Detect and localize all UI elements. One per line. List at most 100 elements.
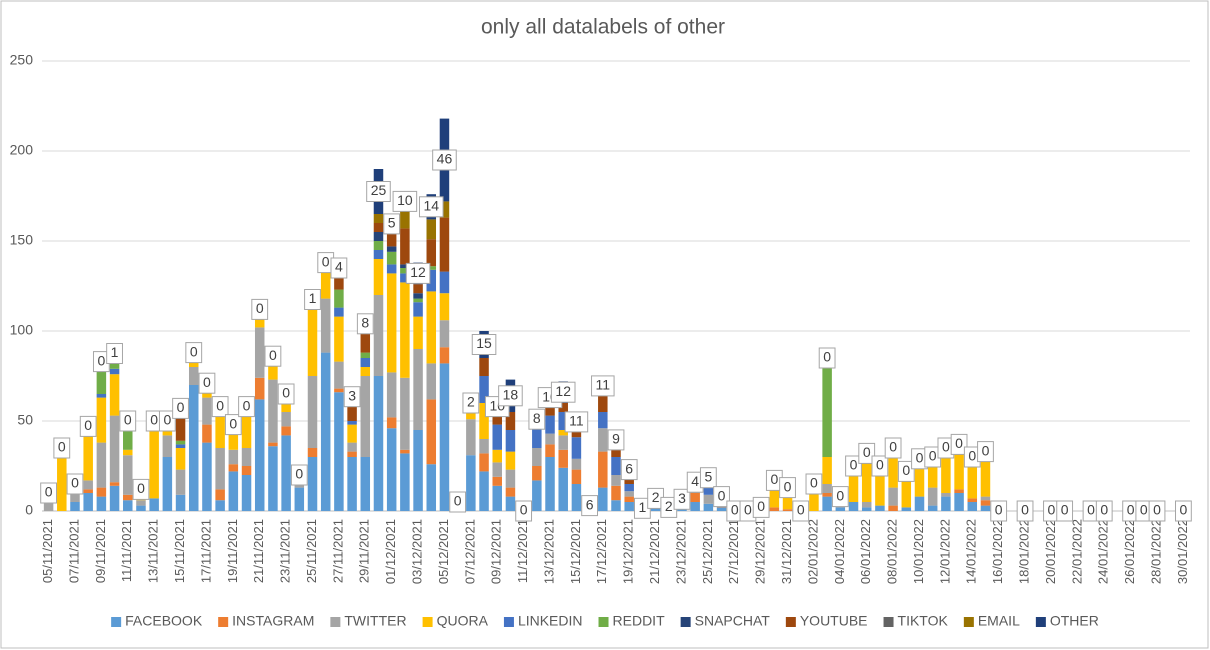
data-label-text: 0 [955, 435, 963, 451]
bar-segment [479, 439, 489, 454]
data-label-box [871, 455, 889, 477]
bar-segment [479, 471, 489, 511]
bar-segment [888, 505, 898, 511]
data-label-text: 4 [691, 473, 699, 489]
bar-segment [373, 223, 384, 232]
bar-segment [532, 466, 542, 481]
bar-segment [307, 376, 318, 448]
bar-segment [386, 228, 397, 247]
y-tick-label: 100 [10, 322, 34, 338]
data-label: 3 [673, 488, 691, 510]
bar-segment [386, 251, 397, 265]
data-label-box [172, 397, 189, 419]
data-label: 10 [392, 190, 418, 212]
bar-segment [83, 493, 93, 511]
bar-segment [347, 421, 357, 425]
data-label: 0 [515, 500, 533, 522]
data-label: 6 [620, 459, 638, 481]
data-label-text: 18 [503, 387, 519, 403]
data-label-text: 0 [744, 502, 752, 518]
data-label-text: 1 [638, 499, 646, 515]
data-label: 0 [211, 396, 229, 418]
data-label-text: 4 [335, 259, 343, 275]
bar-segment [505, 487, 516, 497]
bar-segment [571, 458, 582, 470]
x-tick-label: 13/11/2021 [146, 519, 161, 583]
bar-segment [268, 446, 278, 511]
data-label-box [106, 343, 123, 364]
data-label-text: 0 [229, 415, 237, 431]
data-label-text: 6 [586, 496, 594, 512]
data-label-box [792, 500, 810, 522]
data-label-text: 25 [371, 182, 387, 198]
x-tick-label: 14/01/2022 [964, 519, 979, 584]
data-label-box [1056, 500, 1074, 522]
x-tick-label: 24/01/2022 [1096, 519, 1111, 584]
data-label-text: 11 [596, 377, 611, 393]
bar-segment [175, 444, 186, 448]
data-label-text: 12 [555, 383, 571, 399]
data-label-text: 0 [45, 484, 53, 500]
bar-segment [215, 412, 225, 448]
data-label-text: 0 [124, 412, 132, 428]
bar-segment [611, 485, 621, 501]
data-label-text: 0 [968, 448, 976, 464]
data-label-box [564, 411, 589, 433]
bar-segment [360, 352, 371, 358]
bar-segment [967, 498, 978, 502]
bar-segment [426, 363, 437, 400]
bar-segment [861, 507, 872, 511]
x-tick-label: 07/12/2021 [462, 519, 477, 584]
y-tick-label: 150 [10, 232, 34, 248]
x-tick-label: 03/12/2021 [410, 519, 425, 584]
data-label-box [211, 396, 229, 418]
data-label-box [343, 386, 361, 408]
bar-segment [175, 494, 186, 511]
data-label-box [471, 334, 497, 355]
bar-segment [96, 394, 107, 398]
bar-segment [386, 246, 397, 252]
data-label: 0 [172, 397, 189, 419]
legend-swatch [883, 617, 894, 627]
data-label-text: 1 [111, 344, 119, 360]
data-label-box [383, 213, 401, 235]
bar-segment [123, 421, 133, 450]
bar-segment [347, 442, 357, 452]
data-label: 0 [1016, 500, 1034, 522]
bar-segment [941, 496, 951, 511]
bar-segment [598, 395, 608, 412]
data-label-box [330, 257, 348, 279]
bar-segment [334, 361, 344, 389]
bar-segment [941, 493, 951, 497]
data-label: 8 [528, 408, 546, 430]
data-label: 6 [581, 495, 599, 517]
bar-segment [861, 502, 872, 508]
legend-label: FACEBOOK [125, 613, 203, 629]
x-tick-label: 11/11/2021 [119, 519, 134, 582]
bar-segment [400, 377, 410, 450]
x-tick-label: 04/01/2022 [832, 519, 847, 584]
data-label-box [366, 181, 391, 202]
data-label: 14 [418, 196, 444, 218]
bar-segment [439, 293, 450, 321]
bar-segment [492, 476, 502, 486]
bar-segment [598, 487, 608, 511]
bar-segment [558, 412, 568, 430]
data-label-box [818, 347, 836, 369]
bar-segment [571, 469, 582, 484]
bar-segment [215, 448, 225, 490]
bar-segment [347, 424, 357, 443]
bar-segment [347, 457, 357, 511]
data-label-box [897, 460, 915, 482]
x-tick-label: 21/11/2021 [251, 519, 266, 583]
x-tick-label: 05/12/2021 [436, 519, 451, 584]
bar-segment [373, 214, 384, 223]
x-tick-label: 30/01/2022 [1175, 519, 1190, 584]
bar-segment [888, 448, 898, 488]
data-label-box [990, 500, 1008, 522]
data-label: 3 [343, 386, 361, 408]
bar-segment [96, 496, 107, 511]
bar-segment [241, 466, 252, 475]
bar-segment [598, 428, 608, 452]
